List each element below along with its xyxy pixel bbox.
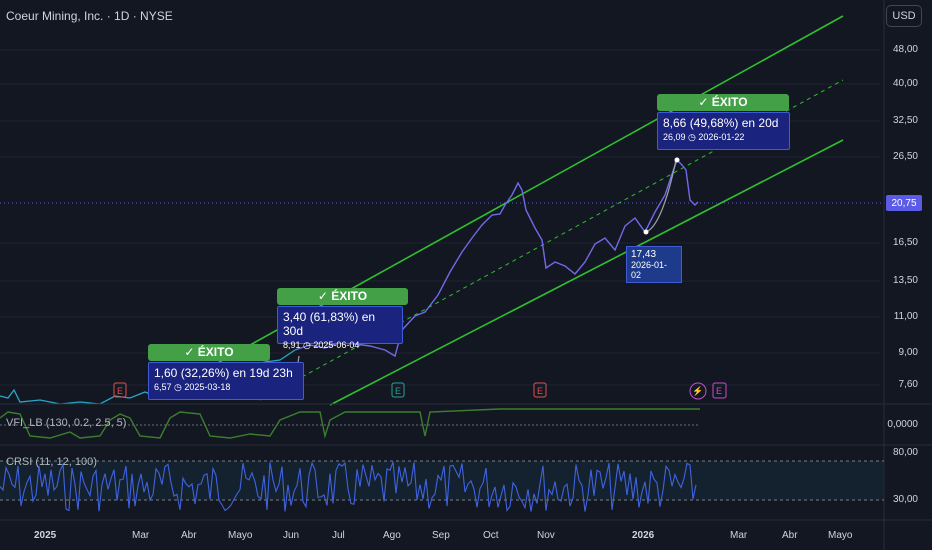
signal-info-box[interactable]: 8,66 (49,68%) en 20d 26,09 ◷ 2026-01-22 — [657, 112, 790, 150]
gain-arc — [645, 159, 677, 233]
signal-gain: 3,40 (61,83%) en 30d — [283, 310, 376, 338]
vfi-series[interactable] — [0, 408, 700, 439]
symbol-title[interactable]: Coeur Mining, Inc. · 1D · NYSE — [6, 9, 173, 23]
crsi-axis-label: 80,00 — [892, 447, 918, 458]
dividend-event-marker[interactable]: ⚡ — [689, 382, 707, 400]
crsi-series[interactable] — [0, 461, 697, 512]
success-badge[interactable]: ✓ ÉXITO — [657, 94, 789, 111]
time-axis-label: Sep — [432, 530, 450, 541]
signal-entry: 26,09 ◷ 2026-01-22 — [663, 132, 745, 142]
crsi-band — [0, 461, 884, 500]
low-point-price: 17,43 — [631, 249, 657, 260]
success-badge[interactable]: ✓ ÉXITO — [277, 288, 408, 305]
time-axis-label: Ago — [383, 530, 401, 541]
vfi-indicator-label[interactable]: VFI_LB (130, 0.2, 2.5, 5) — [6, 417, 127, 429]
time-axis-label: Mayo — [228, 530, 253, 541]
time-axis-label: Nov — [537, 530, 555, 541]
svg-text:E: E — [395, 386, 401, 396]
vfi-axis-label: 0,0000 — [887, 419, 918, 430]
signal-gain: 8,66 (49,68%) en 20d — [663, 116, 779, 130]
svg-text:⚡: ⚡ — [692, 385, 703, 397]
channel-upper-line[interactable] — [159, 15, 844, 396]
time-axis-label: Jun — [283, 530, 300, 541]
signal-entry: 8,91 ◷ 2025-06-04 — [283, 340, 360, 350]
low-point-marker[interactable] — [643, 229, 649, 235]
signal-entry: 6,57 ◷ 2025-03-18 — [154, 382, 231, 392]
last-price-tag: 20,75 — [886, 195, 922, 211]
svg-text:E: E — [117, 386, 123, 396]
success-badge[interactable]: ✓ ÉXITO — [148, 344, 270, 361]
price-axis-label: 11,00 — [893, 311, 918, 322]
price-axis-label: 32,50 — [892, 115, 918, 126]
time-axis-label: Mar — [132, 530, 150, 541]
price-axis-label: 40,00 — [892, 78, 918, 89]
price-axis-label: 48,00 — [892, 44, 918, 55]
time-axis-label: Abr — [782, 530, 798, 541]
signal-info-box[interactable]: 1,60 (32,26%) en 19d 23h 6,57 ◷ 2025-03-… — [148, 362, 304, 400]
low-point-label[interactable]: 17,43 2026-01-02 — [626, 246, 682, 283]
earnings-event-marker[interactable]: E — [712, 382, 727, 399]
svg-text:E: E — [537, 386, 543, 396]
earnings-event-marker[interactable]: E — [113, 382, 127, 398]
signal-gain: 1,60 (32,26%) en 19d 23h — [154, 366, 293, 380]
price-axis-label: 26,50 — [892, 151, 918, 162]
high-point-marker[interactable] — [674, 157, 680, 163]
currency-button[interactable]: USD — [886, 5, 922, 27]
time-axis-label: Abr — [181, 530, 197, 541]
price-axis-label: 7,60 — [898, 379, 918, 390]
time-axis-label: Oct — [483, 530, 499, 541]
signal-info-box[interactable]: 3,40 (61,83%) en 30d 8,91 ◷ 2025-06-04 — [277, 306, 403, 350]
time-axis-label: 2025 — [34, 530, 57, 541]
channel-lower-line[interactable] — [329, 139, 844, 406]
time-axis-label: Mayo — [828, 530, 853, 541]
time-axis-label: Jul — [332, 530, 345, 541]
earnings-event-marker[interactable]: E — [391, 382, 405, 398]
earnings-event-marker[interactable]: E — [533, 382, 547, 398]
svg-text:E: E — [716, 386, 722, 396]
price-axis-label: 9,00 — [898, 347, 918, 358]
crsi-axis-label: 30,00 — [892, 494, 918, 505]
crsi-indicator-label[interactable]: CRSI (11, 12, 100) — [6, 456, 97, 468]
low-point-date: 2026-01-02 — [631, 260, 668, 280]
time-axis-label: 2026 — [632, 530, 655, 541]
time-axis-label: Mar — [730, 530, 748, 541]
price-axis-label: 16,50 — [892, 237, 918, 248]
price-axis-label: 13,50 — [892, 275, 918, 286]
